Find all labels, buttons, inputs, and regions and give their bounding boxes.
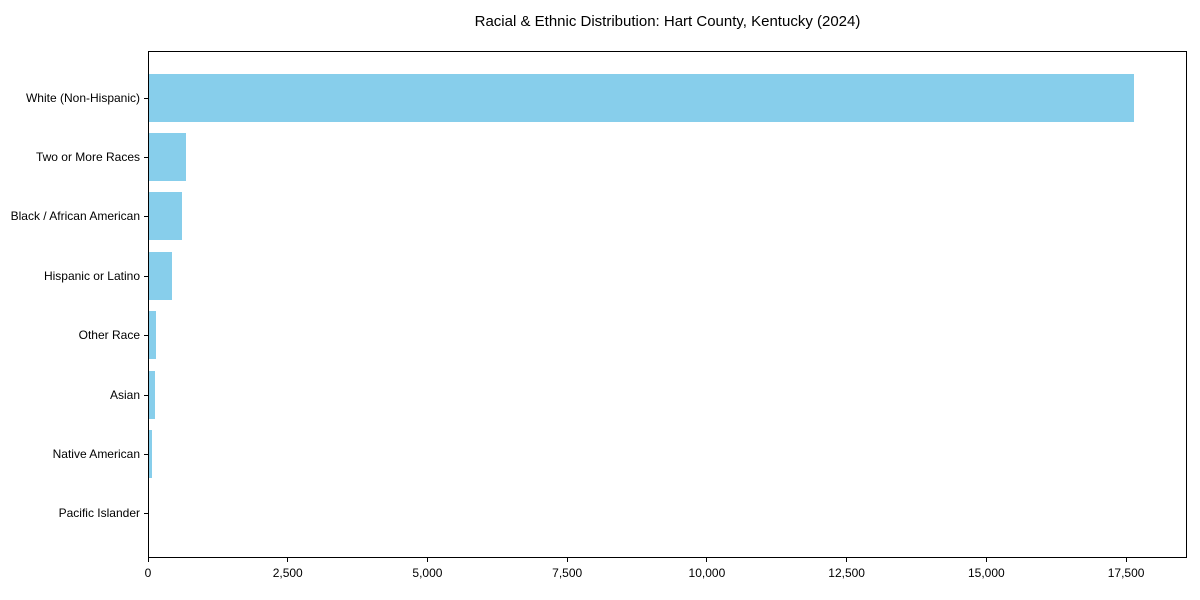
- x-tick-label: 17,500: [1107, 566, 1145, 580]
- x-tick-mark: [985, 558, 987, 562]
- y-tick-label: Two or More Races: [35, 150, 140, 165]
- y-tick-mark: [144, 453, 148, 455]
- y-axis-row: Native American: [0, 424, 148, 483]
- y-tick-label: Other Race: [78, 328, 140, 343]
- x-tick-mark: [566, 558, 568, 562]
- bar: [149, 311, 156, 360]
- y-tick-label: Asian: [109, 387, 140, 402]
- x-tick-label: 10,000: [688, 566, 726, 580]
- y-axis-row: Asian: [0, 365, 148, 424]
- bar-row: [149, 127, 1186, 186]
- plot-area: [148, 51, 1187, 558]
- x-tick-mark: [147, 558, 149, 562]
- bar: [149, 73, 1135, 122]
- x-tick-label: 2,500: [272, 566, 303, 580]
- bar: [149, 192, 182, 241]
- y-tick-label: White (Non-Hispanic): [25, 90, 140, 105]
- x-tick-mark: [287, 558, 289, 562]
- bar-row: [149, 187, 1186, 246]
- x-tick-label: 5,000: [412, 566, 443, 580]
- bar: [149, 370, 155, 419]
- y-axis-row: Black / African American: [0, 187, 148, 246]
- y-tick-label: Pacific Islander: [58, 506, 140, 521]
- y-axis-row: Pacific Islander: [0, 484, 148, 543]
- bar: [149, 133, 186, 182]
- y-axis-row: Two or More Races: [0, 127, 148, 186]
- y-tick-mark: [144, 394, 148, 396]
- bar-row: [149, 365, 1186, 424]
- y-axis-row: Other Race: [0, 306, 148, 365]
- y-tick-mark: [144, 513, 148, 515]
- y-tick-label: Hispanic or Latino: [43, 268, 140, 283]
- bar: [149, 429, 153, 478]
- bar-row: [149, 246, 1186, 305]
- y-axis-row: White (Non-Hispanic): [0, 68, 148, 127]
- bar-row: [149, 484, 1186, 543]
- y-tick-mark: [144, 275, 148, 277]
- x-tick-label: 7,500: [552, 566, 583, 580]
- y-tick-mark: [144, 97, 148, 99]
- x-tick-mark: [706, 558, 708, 562]
- y-tick-label: Native American: [52, 446, 140, 461]
- y-tick-mark: [144, 216, 148, 218]
- y-tick-label: Black / African American: [10, 209, 140, 224]
- chart-title: Racial & Ethnic Distribution: Hart Count…: [474, 13, 861, 30]
- x-tick-label: 0: [144, 566, 152, 580]
- y-axis: White (Non-Hispanic) Two or More Races Bla…: [0, 52, 148, 557]
- y-tick-mark: [144, 157, 148, 159]
- x-axis: 0 2,500 5,000 7,500 10,000 12,500 15,000 17,500: [144, 558, 1187, 590]
- bars-container: [149, 52, 1186, 557]
- x-tick-mark: [426, 558, 428, 562]
- y-axis-row: Hispanic or Latino: [0, 246, 148, 305]
- bar-row: [149, 306, 1186, 365]
- bar-row: [149, 68, 1186, 127]
- x-tick-label: 12,500: [828, 566, 865, 580]
- bar: [149, 251, 172, 300]
- x-tick-mark: [1125, 558, 1127, 562]
- y-tick-mark: [144, 335, 148, 337]
- x-tick-label: 15,000: [967, 566, 1005, 580]
- x-tick-mark: [846, 558, 848, 562]
- bar-row: [149, 424, 1186, 483]
